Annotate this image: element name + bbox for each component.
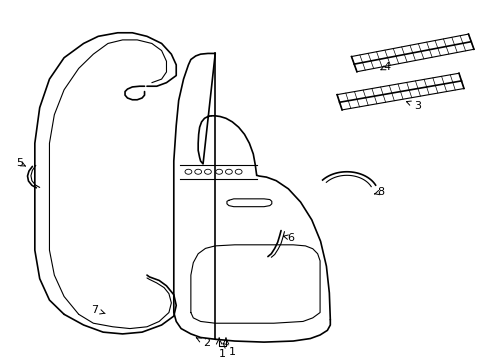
Text: 2: 2 <box>196 338 210 348</box>
Text: 1: 1 <box>223 343 235 357</box>
Text: 8: 8 <box>374 187 384 197</box>
Text: 4: 4 <box>380 62 390 72</box>
Text: 5: 5 <box>16 158 25 168</box>
Text: 3: 3 <box>406 101 420 111</box>
Text: 7: 7 <box>91 305 105 315</box>
Text: 1: 1 <box>219 348 225 359</box>
Text: 6: 6 <box>283 233 293 243</box>
